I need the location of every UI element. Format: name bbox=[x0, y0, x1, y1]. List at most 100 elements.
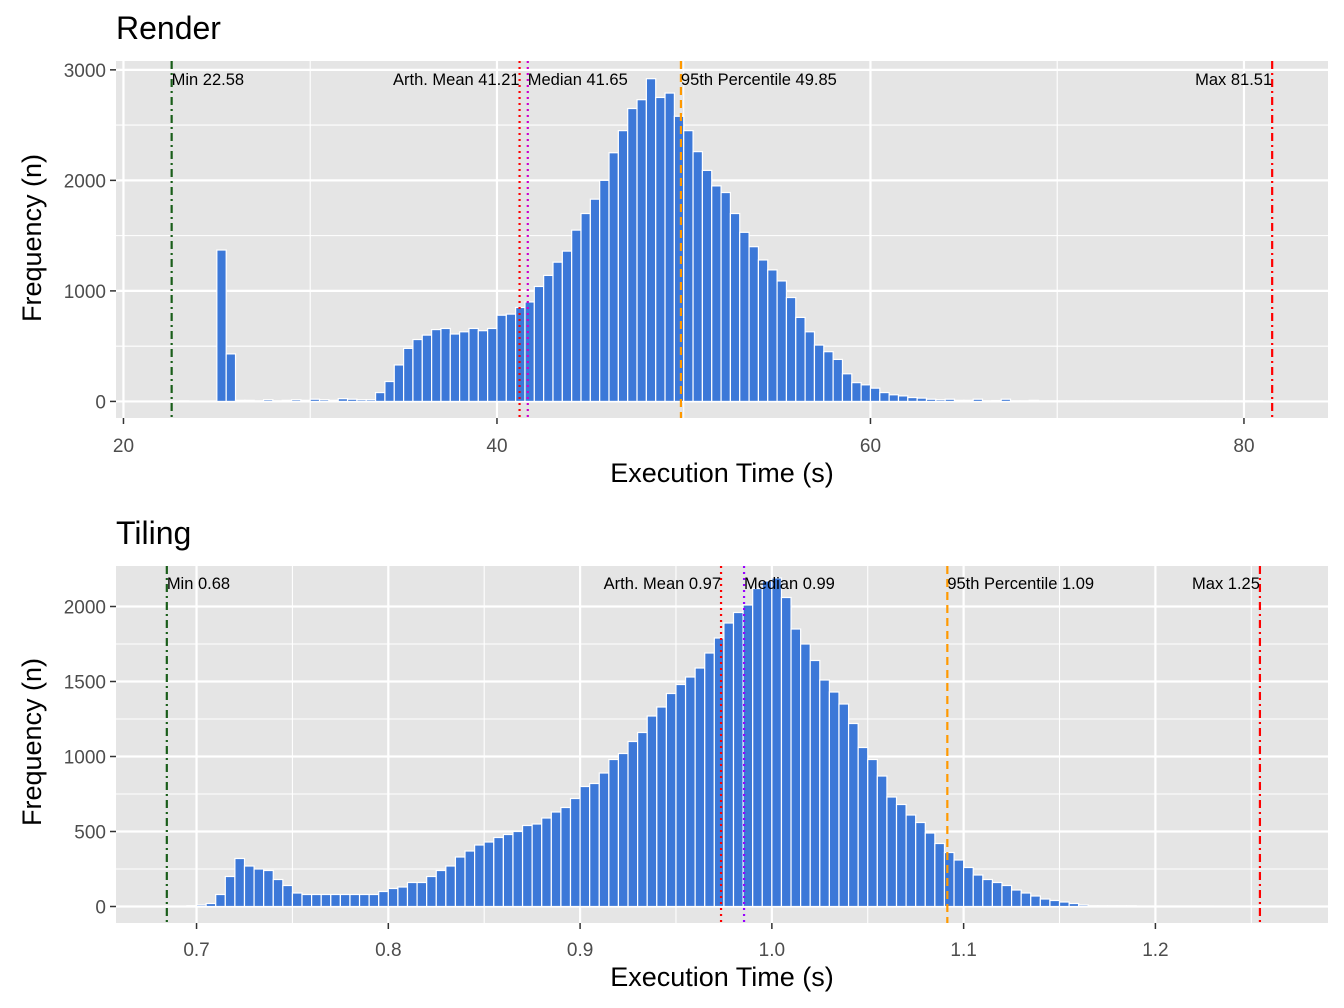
histogram-bar bbox=[832, 358, 844, 403]
histogram-bar bbox=[290, 399, 302, 403]
histogram-bar bbox=[1019, 400, 1030, 403]
histogram-bar bbox=[1049, 899, 1061, 908]
annotation-label: Arth. Mean 0.97 bbox=[604, 575, 721, 593]
histogram-bar bbox=[262, 399, 274, 403]
histogram-bar bbox=[1308, 400, 1320, 403]
histogram-bar bbox=[1215, 400, 1226, 403]
histogram-bar bbox=[915, 821, 926, 908]
annotation-label: 95th Percentile 1.09 bbox=[947, 575, 1094, 593]
histogram-bar bbox=[804, 331, 816, 403]
histogram-bar bbox=[253, 868, 265, 908]
histogram-bar bbox=[982, 878, 993, 908]
histogram-bar bbox=[972, 874, 984, 908]
histogram-bar bbox=[234, 857, 246, 908]
histogram-bar bbox=[1103, 400, 1114, 403]
y-tick-label: 2000 bbox=[64, 598, 106, 619]
histogram-bar bbox=[1168, 400, 1180, 403]
histogram-bar bbox=[599, 179, 610, 403]
plot-panel: Min 22.58 Arth. Mean 41.21 Median 41.65 95t… bbox=[64, 61, 1329, 457]
histogram-bar bbox=[916, 397, 928, 403]
histogram-bar bbox=[272, 400, 283, 403]
histogram-bar bbox=[346, 398, 358, 403]
histogram-bar bbox=[1121, 400, 1133, 403]
histogram-bar bbox=[487, 327, 498, 403]
histogram-bar bbox=[533, 285, 545, 403]
histogram-bar bbox=[1039, 898, 1051, 908]
histogram-bar bbox=[819, 679, 830, 908]
histogram-bar bbox=[879, 391, 890, 403]
y-tick-label: 1000 bbox=[64, 748, 106, 769]
histogram-bar bbox=[521, 824, 533, 908]
histogram-bar bbox=[1065, 400, 1077, 403]
histogram-bar bbox=[860, 384, 872, 403]
annotation-label: 95th Percentile 49.85 bbox=[681, 71, 837, 89]
histogram-bar bbox=[1068, 902, 1080, 908]
x-tick-label: 40 bbox=[486, 436, 507, 457]
histogram-bar bbox=[205, 902, 217, 908]
histogram-bar bbox=[713, 637, 725, 908]
annotation-label: Min 0.68 bbox=[167, 575, 230, 593]
histogram-bar bbox=[981, 400, 993, 403]
histogram-bar bbox=[1020, 892, 1032, 908]
histogram-bar bbox=[771, 577, 783, 908]
histogram-bar bbox=[608, 758, 620, 908]
histogram-bar bbox=[263, 869, 274, 908]
histogram-bar bbox=[739, 231, 750, 403]
histogram-bar bbox=[886, 796, 898, 908]
histogram-bar bbox=[617, 130, 629, 403]
plot-panel: Min 0.68 Arth. Mean 0.97 Median 0.99 95th P… bbox=[64, 566, 1328, 961]
histogram-bar bbox=[426, 875, 437, 908]
histogram-bar bbox=[664, 92, 675, 403]
histogram-bar bbox=[795, 316, 806, 403]
histogram-bar bbox=[459, 331, 470, 403]
annotation-label: Max 81.51 bbox=[1195, 71, 1272, 89]
histogram-bar bbox=[1145, 905, 1157, 908]
histogram-bar bbox=[757, 259, 769, 403]
histogram-bar bbox=[358, 893, 370, 908]
x-tick-label: 1.0 bbox=[759, 940, 785, 961]
histogram-bar bbox=[225, 353, 237, 403]
histogram-bar bbox=[1252, 400, 1264, 403]
histogram-bar bbox=[732, 611, 744, 908]
histogram-bar bbox=[253, 400, 265, 403]
histogram-bar bbox=[309, 398, 321, 403]
histogram-bar bbox=[579, 785, 591, 908]
histogram-bar bbox=[905, 814, 917, 908]
y-tick-label: 2000 bbox=[64, 171, 106, 192]
histogram-bar bbox=[493, 836, 504, 908]
histogram-bar bbox=[1131, 400, 1142, 403]
histogram-bar bbox=[907, 396, 918, 403]
chart-title: Render bbox=[116, 10, 221, 46]
histogram-bar bbox=[393, 364, 405, 403]
histogram-bar bbox=[589, 198, 601, 403]
histogram-bar bbox=[541, 817, 552, 908]
histogram-bar bbox=[1030, 895, 1041, 908]
histogram-bar bbox=[349, 893, 361, 908]
histogram-bar bbox=[963, 866, 974, 908]
histogram-bar bbox=[512, 830, 524, 908]
histogram-bar bbox=[387, 887, 399, 908]
histogram-bar bbox=[1056, 400, 1068, 403]
histogram-bar bbox=[301, 893, 313, 908]
histogram-bar bbox=[761, 580, 773, 908]
y-axis-title: Frequency (n) bbox=[17, 658, 47, 826]
histogram-bar bbox=[416, 881, 428, 908]
annotation-label: Min 22.58 bbox=[172, 71, 244, 89]
histogram-bar bbox=[704, 652, 715, 908]
histogram-bar bbox=[767, 269, 778, 403]
histogram-bar bbox=[580, 212, 591, 403]
histogram-bar bbox=[311, 893, 322, 908]
histogram-bar bbox=[1037, 400, 1049, 403]
histogram-bar bbox=[823, 351, 834, 403]
y-axis-title: Frequency (n) bbox=[17, 154, 47, 322]
histogram-bar bbox=[374, 391, 386, 403]
histogram-bar bbox=[477, 330, 489, 403]
histogram-bar bbox=[1078, 904, 1089, 908]
histogram-bar bbox=[847, 722, 859, 908]
histogram-bar bbox=[272, 878, 284, 908]
annotation-label: Median 41.65 bbox=[528, 71, 628, 89]
annotation-label: Arth. Mean 41.21 bbox=[393, 71, 520, 89]
y-tick-label: 3000 bbox=[64, 61, 106, 82]
histogram-bar bbox=[291, 892, 303, 908]
y-tick-label: 0 bbox=[95, 898, 106, 919]
